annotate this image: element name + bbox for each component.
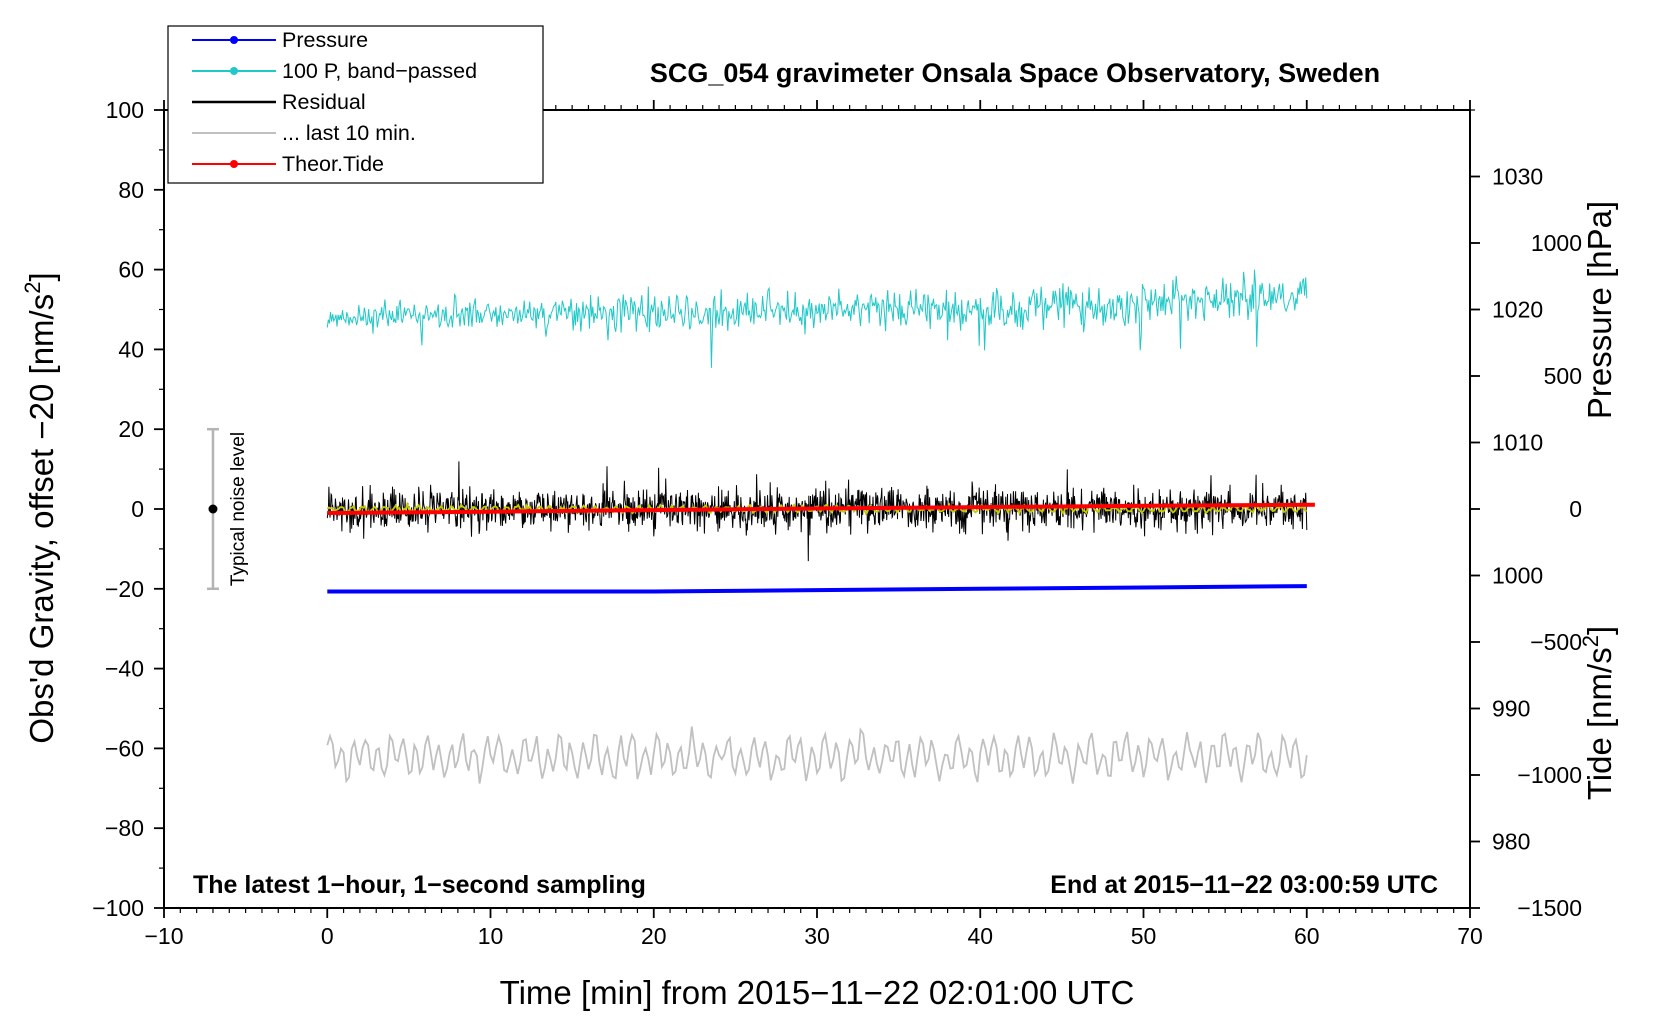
series-pressure bbox=[327, 584, 1307, 594]
y-left-tick-labels: 100 80 60 40 20 0 −20 −40 −60 −80 −100 bbox=[92, 97, 144, 921]
series-layer bbox=[326, 269, 1315, 784]
tide-tick-labels: 1000 500 0 −500 −1000 −1500 bbox=[1517, 230, 1582, 921]
x-tick-label: 20 bbox=[641, 923, 667, 949]
y-left-label-main: Obs'd Gravity, offset −20 [nm/s bbox=[23, 294, 60, 744]
x-tick-labels: −10 0 10 20 30 40 50 60 70 bbox=[144, 923, 1482, 949]
pressure-tick-label: 1030 bbox=[1492, 164, 1543, 190]
y-left-label-sup: 2 bbox=[20, 282, 45, 294]
y-left-tick-label: −40 bbox=[105, 656, 144, 682]
chart-title: SCG_054 gravimeter Onsala Space Observat… bbox=[650, 58, 1380, 88]
series-theor-tide bbox=[327, 502, 1315, 515]
y-left-tick-label: 40 bbox=[118, 336, 144, 362]
x-tick-label: 50 bbox=[1131, 923, 1157, 949]
x-axis-label: Time [min] from 2015−11−22 02:01:00 UTC bbox=[500, 974, 1135, 1011]
x-tick-label: −10 bbox=[144, 923, 183, 949]
pressure-tick-label: 1000 bbox=[1492, 563, 1543, 589]
legend-marker bbox=[230, 36, 238, 44]
noise-bar-dot bbox=[208, 504, 218, 514]
legend-marker bbox=[230, 67, 238, 75]
x-tick-label: 70 bbox=[1457, 923, 1483, 949]
y-left-axis-label: Obs'd Gravity, offset −20 [nm/s2] bbox=[20, 272, 60, 743]
y-left-tick-label: 100 bbox=[106, 97, 144, 123]
x-tick-label: 0 bbox=[321, 923, 334, 949]
x-tick-label: 10 bbox=[478, 923, 504, 949]
legend-label: Residual bbox=[282, 90, 366, 114]
annotation-bottom-right: End at 2015−11−22 03:00:59 UTC bbox=[1050, 871, 1438, 899]
legend-label: Pressure bbox=[282, 28, 368, 52]
legend-box bbox=[167, 25, 544, 184]
tide-tick-label: 500 bbox=[1544, 363, 1582, 389]
pressure-tick-label: 990 bbox=[1492, 696, 1530, 722]
x-tick-label: 30 bbox=[804, 923, 830, 949]
x-tick-label: 60 bbox=[1294, 923, 1320, 949]
x-tick-label: 40 bbox=[967, 923, 993, 949]
legend-label: Theor.Tide bbox=[282, 152, 384, 176]
tide-tick-label: −500 bbox=[1530, 629, 1582, 655]
legend: Pressure 100 P, band−passed Residual ... la… bbox=[167, 25, 544, 184]
pressure-tick-label: 980 bbox=[1492, 829, 1530, 855]
y-left-tick-label: 60 bbox=[118, 257, 144, 283]
annotation-bottom-left: The latest 1−hour, 1−second sampling bbox=[193, 871, 646, 899]
pressure-tick-label: 1020 bbox=[1492, 297, 1543, 323]
y-left-tick-label: 80 bbox=[118, 177, 144, 203]
y-left-tick-label: −100 bbox=[92, 895, 144, 921]
y-left-tick-label: 0 bbox=[131, 496, 144, 522]
pressure-tick-labels: 1030 1020 1010 1000 990 980 bbox=[1492, 164, 1543, 855]
noise-label: Typical noise level bbox=[228, 432, 249, 586]
legend-marker bbox=[230, 160, 238, 168]
tide-tick-label: −1000 bbox=[1517, 762, 1582, 788]
tide-tick-label: −1500 bbox=[1517, 895, 1582, 921]
tide-label-close: ] bbox=[1581, 626, 1618, 635]
y-left-tick-label: −20 bbox=[105, 576, 144, 602]
tide-label-sup: 2 bbox=[1578, 635, 1603, 647]
y-left-tick-label: −80 bbox=[105, 815, 144, 841]
series-last-10-min bbox=[326, 726, 1308, 784]
plot-frame bbox=[163, 109, 1471, 909]
tide-tick-label: 1000 bbox=[1531, 230, 1582, 256]
legend-label: 100 P, band−passed bbox=[282, 59, 477, 83]
y-left-tick-label: 20 bbox=[118, 416, 144, 442]
y-left-label-close: ] bbox=[23, 272, 60, 281]
pressure-axis-label: Pressure [hPa] bbox=[1581, 201, 1618, 419]
tide-axis-label: Tide [nm/s2] bbox=[1578, 626, 1618, 800]
tide-tick-label: 0 bbox=[1569, 496, 1582, 522]
legend-label: ... last 10 min. bbox=[282, 121, 416, 145]
pressure-tick-label: 1010 bbox=[1492, 430, 1543, 456]
noise-bar: Typical noise level bbox=[206, 427, 249, 591]
series-band-passed bbox=[326, 269, 1308, 368]
y-left-tick-label: −60 bbox=[105, 735, 144, 761]
tide-label-main: Tide [nm/s bbox=[1581, 647, 1618, 800]
